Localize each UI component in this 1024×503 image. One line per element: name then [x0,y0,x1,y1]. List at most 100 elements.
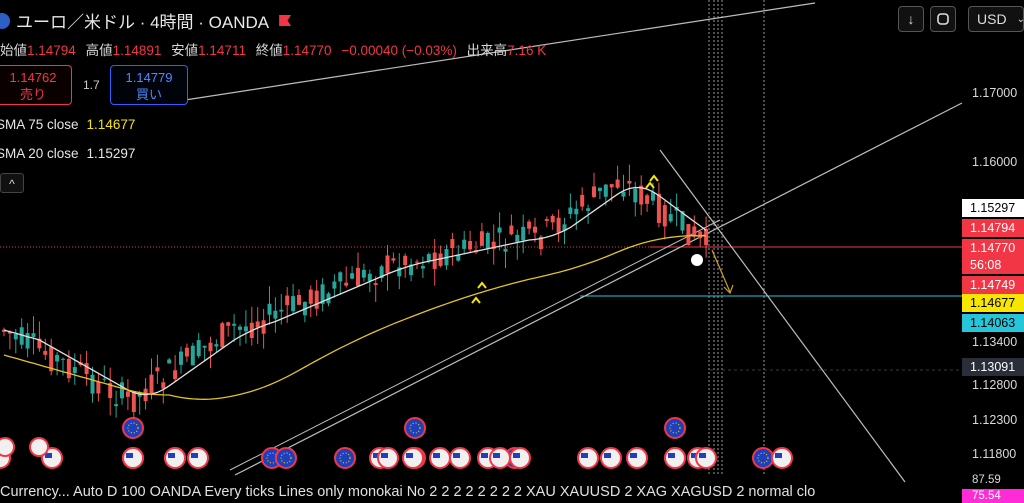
change-value: −0.00040 (−0.03%) [341,43,457,58]
candle-body [356,267,360,286]
us-flag-canton [775,453,782,458]
last-price-tag: 1.14770 [962,239,1024,257]
signal-arrow-icon [649,174,659,182]
candle-body [527,221,532,229]
symbol-title-text: ユーロ／米ドル · 4時間 · OANDA [16,13,270,32]
candle-body [285,295,290,306]
candle-body [214,344,219,347]
us-flag-canton [630,453,637,458]
candle-body [574,208,579,215]
candle-body [391,258,396,261]
candle-body [491,241,496,249]
candle-body [108,383,113,398]
chevron-down-icon: ⌄ [1016,13,1024,25]
us-flag-canton [699,453,706,458]
us-flag-canton [191,453,198,458]
candle-body [662,205,667,227]
currency-select[interactable]: USD ⌄ [968,6,1024,32]
candle-body [509,225,514,235]
high-value: 1.14891 [112,43,162,58]
sma75-price-tag: 1.14677 [962,294,1024,312]
candle-body [155,367,160,372]
us-flag-canton [433,453,440,458]
buy-label: 買い [135,87,162,102]
alert-clock-icon [691,254,703,266]
candle-body [438,253,443,266]
candle-body [544,219,549,221]
candle-body [31,333,36,337]
candle-body [297,295,301,305]
volume-label: 出来高 [466,43,508,58]
collapse-legend-button[interactable]: ^ [0,173,24,193]
candle-body [208,342,213,352]
close-label: 終値 [255,43,283,58]
candle-body [397,267,402,277]
candle-body [220,323,225,348]
candle-body [261,320,266,334]
candle-body [686,224,691,246]
candle-body [37,338,42,349]
us-flag-canton [481,453,488,458]
flag-icon[interactable] [279,15,292,26]
eu-event-icon [122,417,144,439]
buy-button[interactable]: 1.14779 買い [110,65,188,105]
candle-body [367,273,372,281]
trend-line [229,219,721,471]
candle-body [102,378,107,380]
candle-body [55,354,60,362]
candle-body [267,303,272,315]
trend-line [184,2,816,101]
candle-body [361,269,366,278]
candle-body [179,351,183,365]
candle-body [167,359,172,364]
sma20-legend[interactable]: SMA 20 close 1.15297 [0,146,135,161]
trend-line [234,102,963,476]
axis-tick: 1.12300 [972,413,1018,427]
download-button[interactable]: ↓ [898,6,924,32]
symbol-title[interactable]: ユーロ／米ドル · 4時間 · OANDA [0,8,292,33]
candle-body [426,254,431,261]
candle-body [538,236,543,250]
candle-body [332,281,337,289]
us-flag-canton [604,453,611,458]
candle-body [238,326,242,330]
projection-arrow [711,249,731,293]
sma75-legend[interactable]: SMA 75 close 1.14677 [0,117,135,132]
sell-button[interactable]: 1.14762 売り [0,65,72,105]
candle-body [521,226,526,241]
sub-axis-value-highlight: 75.54 [962,489,1024,503]
candle-body [456,254,461,261]
candle-body [692,226,697,237]
us-flag-canton [373,453,380,458]
us-flag-canton [691,453,698,458]
candle-body [415,261,419,263]
axis-tick: 1.17000 [972,86,1018,100]
candle-body [450,239,455,249]
eu-event-icon [275,447,297,469]
us-flag-canton [493,453,500,458]
candle-body [72,367,77,374]
candle-body [350,273,355,279]
candle-body [338,272,343,282]
trend-line [659,149,906,483]
fullscreen-button[interactable] [930,6,956,32]
candle-body [114,404,119,407]
eu-stars-icon [757,452,769,464]
eu-stars-icon [409,422,421,434]
candle-body [656,193,661,223]
candle-body [84,363,89,375]
candle-body [503,248,508,252]
candle-body [420,266,425,269]
open-label: 始値 [0,43,27,58]
candle-body [603,184,608,197]
candle-body [639,185,644,205]
candle-body [533,226,537,233]
candle-body [202,345,207,348]
candle-body [680,211,685,231]
candle-body [291,296,296,312]
signal-arrow-icon [471,296,481,304]
candle-body [161,382,166,389]
high-label: 高値 [85,43,113,58]
candle-body [43,350,48,355]
